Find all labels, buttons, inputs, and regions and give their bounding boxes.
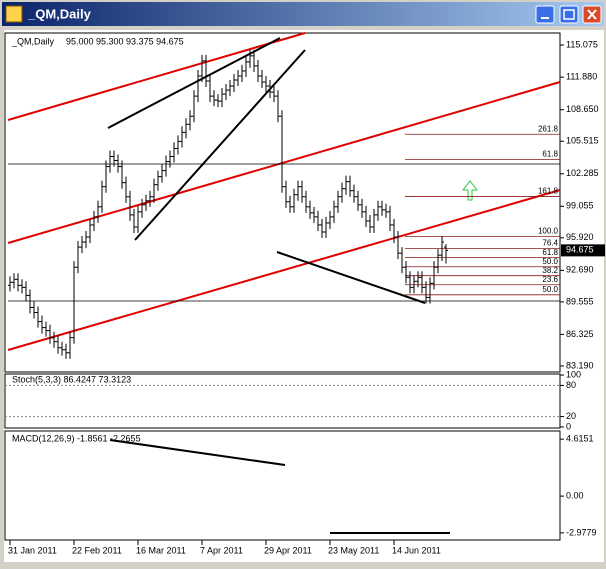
- fib-label: 261.8: [538, 124, 559, 133]
- x-tick-label: 7 Apr 2011: [200, 545, 243, 555]
- y-tick-label: 86.325: [566, 329, 594, 339]
- y-tick-label: 83.190: [566, 360, 594, 370]
- y-tick-label: 100: [566, 369, 581, 379]
- y-tick-label: 92.690: [566, 265, 594, 275]
- y-tick-label: 80: [566, 380, 576, 390]
- price-tag: [561, 244, 605, 257]
- last-price: 94.675: [566, 245, 594, 255]
- y-tick-label: 115.075: [566, 39, 598, 49]
- y-tick-label: 108.650: [566, 104, 599, 114]
- minimize-button[interactable]: [535, 5, 555, 24]
- stoch-panel: [4, 373, 561, 429]
- x-tick-label: 14 Jun 2011: [392, 545, 441, 555]
- fib-label: 50.0: [542, 285, 558, 294]
- y-tick-label: 0: [566, 421, 571, 431]
- x-tick-label: 23 May 2011: [328, 545, 379, 555]
- x-tick-label: 16 Mar 2011: [136, 545, 186, 555]
- y-tick-label: 105.515: [566, 136, 599, 146]
- chart-area: [4, 30, 604, 562]
- fib-label: 50.0: [542, 257, 558, 266]
- x-tick-label: 31 Jan 2011: [8, 545, 57, 555]
- stoch-title: Stoch(5,3,3) 86.4247 73.3123: [12, 374, 131, 384]
- maximize-button[interactable]: [559, 5, 579, 24]
- y-tick-label: 89.555: [566, 296, 594, 306]
- macd-panel: [4, 430, 561, 541]
- fib-label: 100.0: [538, 227, 559, 236]
- title-bar: [2, 2, 604, 26]
- window-buttons[interactable]: [535, 5, 602, 24]
- chart-quote: 95.000 95.300 93.375 94.675: [66, 36, 184, 46]
- fib-label: 76.4: [542, 239, 558, 248]
- chart-symbol: _QM,Daily: [11, 36, 55, 46]
- y-tick-label: 111.880: [566, 72, 597, 82]
- main-panel: [4, 32, 561, 373]
- window-title: _QM,Daily: [27, 6, 92, 21]
- drawn-objects: [7, 32, 561, 534]
- fib-label: 161.8: [538, 187, 559, 196]
- y-tick-label: -2.9779: [566, 527, 597, 537]
- y-tick-label: 20: [566, 411, 576, 421]
- fib-label: 38.2: [542, 266, 558, 275]
- x-tick-label: 29 Apr 2011: [264, 545, 312, 555]
- fib-label: 61.8: [542, 150, 558, 159]
- y-tick-label: 4.6151: [566, 434, 594, 444]
- x-tick-label: 22 Feb 2011: [72, 545, 122, 555]
- fib-label: 23.6: [542, 275, 558, 284]
- y-tick-label: 0.00: [566, 490, 584, 500]
- y-tick-label: 102.285: [566, 168, 599, 178]
- y-tick-label: 95.920: [566, 232, 594, 242]
- fib-label: 61.8: [542, 248, 558, 257]
- y-tick-label: 99.055: [566, 201, 594, 211]
- window-icon: [5, 5, 23, 23]
- macd-title: MACD(12,26,9) -1.8561 -2.2655: [12, 433, 141, 443]
